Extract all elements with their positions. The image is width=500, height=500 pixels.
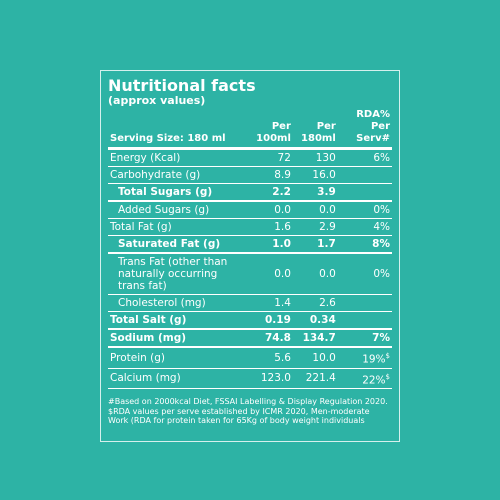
per-180ml: 10.0 xyxy=(312,351,336,364)
per-180ml: 130 xyxy=(315,152,336,164)
per-100ml: 0.19 xyxy=(248,311,293,330)
serving-size: Serving Size: 180 ml xyxy=(110,133,226,144)
nutrient-row: Cholesterol (mg) 1.4 2.6 xyxy=(108,295,392,312)
per-100ml: 5.6 xyxy=(274,351,291,364)
rda xyxy=(337,183,392,202)
header-row: Serving Size: 180 ml Per 100ml Per 180ml R… xyxy=(108,107,392,149)
rda-value: 22% xyxy=(362,374,386,386)
nutrient-label: Sodium (mg) xyxy=(108,329,248,348)
rda: 4% xyxy=(338,219,392,236)
per-100ml: 0.0 xyxy=(274,268,291,280)
per-180ml: 2.6 xyxy=(319,297,336,309)
per-100ml: 1.0 xyxy=(248,235,293,254)
rda: 6% xyxy=(338,149,392,167)
footnote: #Based on 2000kcal Diet, FSSAI Labelling… xyxy=(108,397,388,425)
nutrient-row: Calcium (mg) 123.0 221.4 22%$ xyxy=(108,368,392,389)
nutrient-label: Cholesterol (mg) xyxy=(118,297,206,309)
per-100ml: 1.4 xyxy=(274,297,291,309)
per-180ml: 1.7 xyxy=(292,235,338,254)
rda-value: 8% xyxy=(372,238,390,250)
rda-value: 0% xyxy=(373,204,390,216)
nutrient-label: Carbohydrate (g) xyxy=(110,169,201,181)
rda xyxy=(338,167,392,184)
nutrient-label: Saturated Fat (g) xyxy=(108,235,248,254)
column-header: Per 100ml xyxy=(256,121,291,144)
column-header: Per 180ml xyxy=(301,121,336,144)
column-header: RDA% Per Serv# xyxy=(356,109,390,144)
nutrient-row: Energy (Kcal) 72 130 6% xyxy=(108,149,392,167)
nutrient-row: Total Fat (g) 1.6 2.9 4% xyxy=(108,219,392,236)
nutrient-label: Total Sugars (g) xyxy=(108,183,248,202)
per-180ml: 0.34 xyxy=(292,311,338,330)
nutrient-row: Total Sugars (g) 2.2 3.9 xyxy=(108,183,392,202)
per-180ml: 0.0 xyxy=(319,268,336,280)
nutrient-row: Protein (g) 5.6 10.0 19%$ xyxy=(108,347,392,368)
rda-value: 19% xyxy=(362,353,386,366)
rda: 22%$ xyxy=(338,368,392,389)
nutrient-label: Energy (Kcal) xyxy=(110,152,181,164)
per-180ml: 134.7 xyxy=(292,329,338,348)
nutrient-row: Total Salt (g) 0.19 0.34 xyxy=(108,311,392,330)
title: Nutritional facts xyxy=(108,76,256,95)
nutrient-label: Trans Fat (other than naturally occurrin… xyxy=(118,256,228,292)
nutrient-row: Sodium (mg) 74.8 134.7 7% xyxy=(108,329,392,348)
nutrition-panel: Nutritional facts (approx values) Servin… xyxy=(100,70,400,442)
rda-value: 0% xyxy=(373,268,390,280)
nutrition-table: Serving Size: 180 ml Per 100ml Per 180ml R… xyxy=(108,107,392,389)
nutrient-row: Trans Fat (other than naturally occurrin… xyxy=(108,253,392,295)
rda: 8% xyxy=(337,235,392,254)
nutrient-row: Carbohydrate (g) 8.9 16.0 xyxy=(108,167,392,184)
rda-value: 7% xyxy=(372,332,390,344)
per-100ml: 2.2 xyxy=(248,183,293,202)
rda-value: 4% xyxy=(373,221,390,233)
rda-note: $ xyxy=(385,372,390,381)
per-100ml: 8.9 xyxy=(274,169,291,181)
nutrient-label: Protein (g) xyxy=(110,351,166,364)
nutrient-row: Added Sugars (g) 0.0 0.0 0% xyxy=(108,201,392,219)
nutrient-row: Saturated Fat (g) 1.0 1.7 8% xyxy=(108,235,392,254)
per-180ml: 3.9 xyxy=(292,183,338,202)
nutrient-label: Total Salt (g) xyxy=(108,311,248,330)
rda: 7% xyxy=(337,329,392,348)
per-100ml: 72 xyxy=(277,152,291,164)
rda: 0% xyxy=(338,253,392,295)
per-180ml: 0.0 xyxy=(319,204,336,216)
per-100ml: 0.0 xyxy=(274,204,291,216)
per-100ml: 123.0 xyxy=(260,372,291,385)
nutrient-label: Total Fat (g) xyxy=(110,221,172,233)
rda: 19%$ xyxy=(338,347,392,368)
per-100ml: 74.8 xyxy=(248,329,293,348)
per-100ml: 1.6 xyxy=(274,221,291,233)
per-180ml: 221.4 xyxy=(305,372,336,385)
rda xyxy=(338,295,392,312)
rda xyxy=(337,311,392,330)
rda-value: 6% xyxy=(373,152,390,164)
per-180ml: 2.9 xyxy=(319,221,336,233)
per-180ml: 16.0 xyxy=(312,169,336,181)
rda-note: $ xyxy=(385,352,390,360)
nutrient-label: Added Sugars (g) xyxy=(118,204,210,216)
subtitle: (approx values) xyxy=(108,94,206,107)
rda: 0% xyxy=(338,201,392,219)
nutrient-label: Calcium (mg) xyxy=(110,372,181,385)
